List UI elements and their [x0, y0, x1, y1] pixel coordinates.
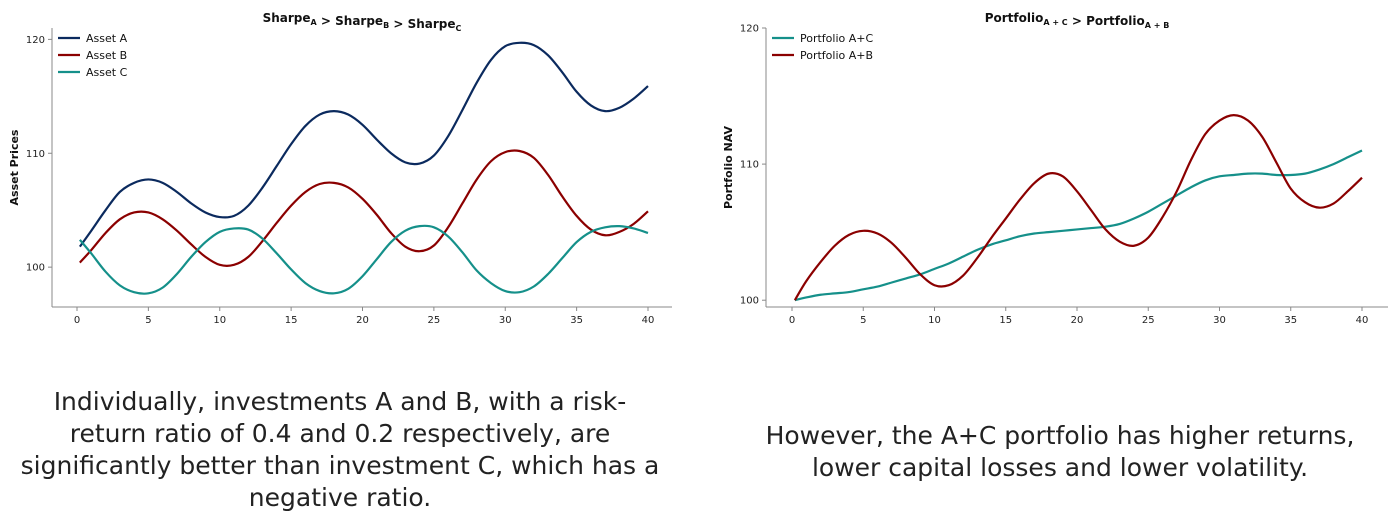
legend-label: Asset A — [86, 32, 128, 45]
x-tick-label: 40 — [1356, 315, 1369, 326]
legend-label: Asset C — [86, 66, 128, 79]
legend-label: Portfolio A+C — [800, 32, 873, 45]
series-line-portfolio-a-c — [794, 149, 1363, 302]
caption-left: Individually, investments A and B, with … — [20, 387, 660, 512]
x-tick-label: 20 — [356, 315, 369, 326]
x-tick-label: 25 — [428, 315, 441, 326]
series-line-portfolio-a-b — [793, 114, 1363, 301]
x-tick-label: 35 — [1284, 315, 1297, 326]
series-line-asset-a — [78, 41, 649, 248]
y-axis-label: Asset Prices — [8, 129, 21, 205]
y-tick-label: 110 — [26, 149, 45, 160]
x-tick-label: 25 — [1142, 315, 1155, 326]
right-panel: 0 5 10 15 20 25 30 35 40 100 110 120 Portfolio NAV Po… — [700, 0, 1400, 523]
x-tick-label: 30 — [1213, 315, 1226, 326]
x-tick-label: 10 — [213, 315, 226, 326]
y-tick-label: 120 — [26, 35, 45, 46]
x-tick-label: 30 — [499, 315, 512, 326]
x-tick-label: 20 — [1071, 315, 1084, 326]
chart-title: SharpeA > SharpeB > SharpeC — [263, 11, 462, 33]
chart-asset-prices: 0 5 10 15 20 25 30 35 40 100 110 120 Asset Prices Sha… — [8, 11, 672, 326]
chart-title: PortfolioA + C > PortfolioA + B — [985, 11, 1170, 30]
y-tick-label: 110 — [740, 160, 759, 171]
series-line-asset-b — [79, 149, 649, 267]
y-axis-label: Portfolio NAV — [722, 125, 735, 209]
x-tick-label: 15 — [285, 315, 298, 326]
x-tick-label: 0 — [789, 315, 795, 326]
x-tick-label: 35 — [570, 315, 583, 326]
left-panel: 0 5 10 15 20 25 30 35 40 100 110 120 Asset Prices Sha… — [8, 11, 672, 512]
legend-label: Asset B — [86, 49, 127, 62]
x-tick-label: 5 — [860, 315, 866, 326]
y-tick-label: 100 — [26, 263, 45, 274]
x-tick-label: 10 — [928, 315, 941, 326]
x-tick-label: 0 — [74, 315, 80, 326]
series-line-asset-c — [79, 224, 649, 295]
x-tick-label: 5 — [145, 315, 151, 326]
legend-label: Portfolio A+B — [800, 49, 873, 62]
chart-portfolio-nav: 0 5 10 15 20 25 30 35 40 100 110 120 Portfolio NAV Po… — [722, 11, 1388, 326]
x-tick-label: 40 — [642, 315, 655, 326]
x-tick-label: 15 — [999, 315, 1012, 326]
caption-right: However, the A+C portfolio has higher re… — [765, 421, 1355, 482]
y-tick-label: 100 — [740, 296, 759, 307]
y-tick-label: 120 — [740, 24, 759, 35]
